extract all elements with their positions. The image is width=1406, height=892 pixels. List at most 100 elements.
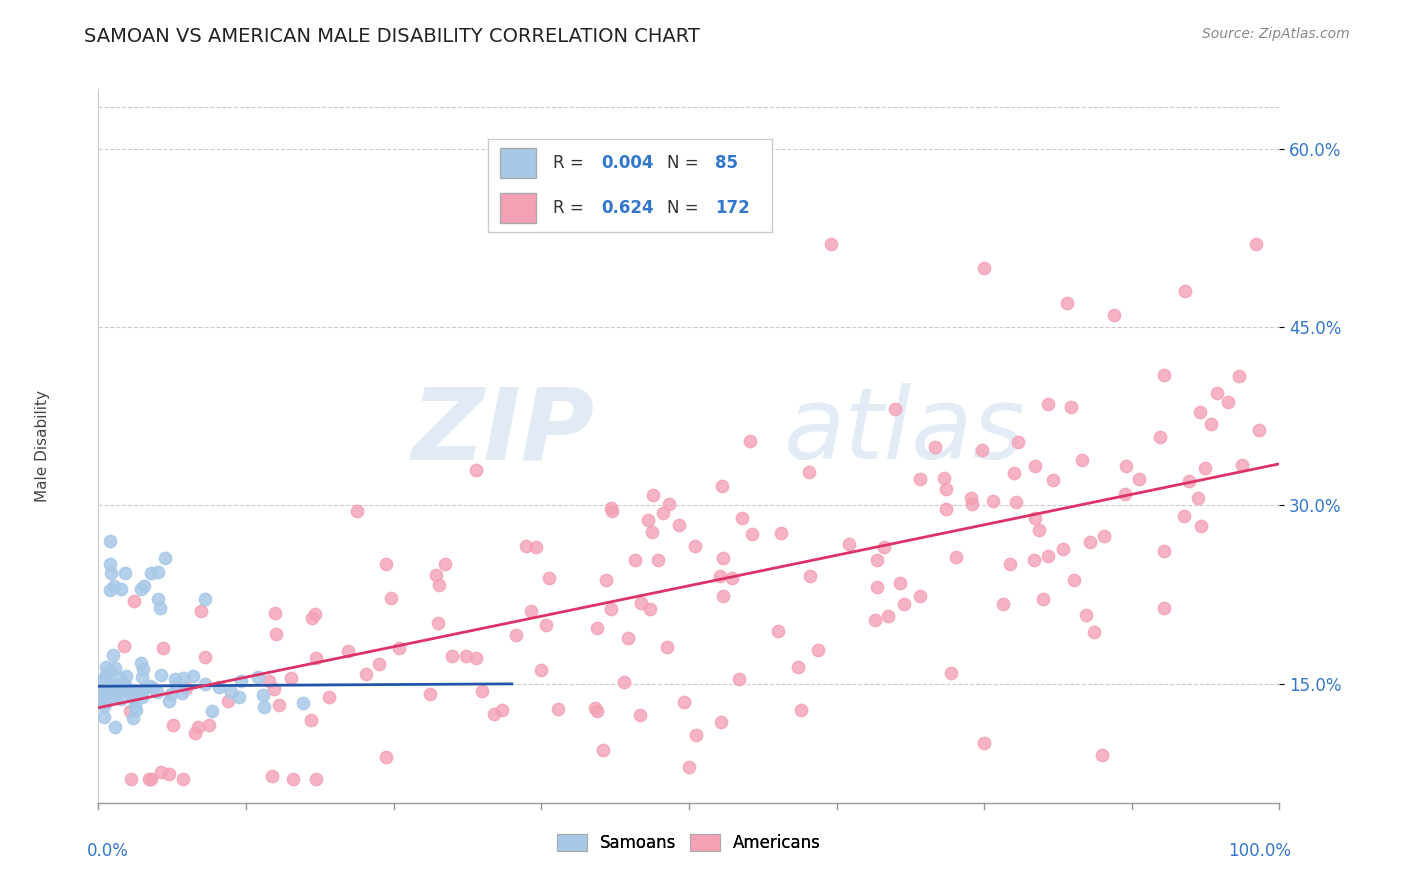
Point: [932, 470, 955, 484]
Point: [105, 683, 128, 698]
Point: [1032, 592, 1054, 607]
Point: [264, 627, 287, 641]
Legend: Samoans, Americans: Samoans, Americans: [550, 827, 828, 859]
Point: [174, 681, 197, 695]
Point: [1115, 459, 1137, 474]
Point: [267, 698, 290, 712]
Point: [93, 678, 115, 692]
Point: [807, 642, 830, 657]
Point: [524, 541, 547, 555]
Point: [908, 472, 931, 486]
Point: [471, 684, 494, 698]
Point: [1002, 466, 1025, 480]
Text: 0.0%: 0.0%: [87, 842, 128, 860]
Point: [114, 678, 136, 692]
Point: [1153, 601, 1175, 615]
Point: [711, 550, 734, 565]
Point: [170, 685, 193, 699]
Point: [1244, 236, 1267, 251]
Point: [1074, 608, 1097, 623]
Point: [114, 566, 136, 581]
Point: [893, 597, 915, 611]
Point: [799, 466, 821, 480]
Point: [124, 699, 146, 714]
Point: [1249, 423, 1271, 437]
Point: [94, 660, 117, 674]
Point: [115, 681, 138, 696]
Point: [120, 704, 142, 718]
Point: [94, 666, 117, 681]
Point: [98, 664, 121, 678]
Point: [253, 699, 276, 714]
Point: [142, 681, 165, 696]
Point: [668, 518, 690, 533]
Point: [1194, 461, 1216, 475]
Point: [505, 628, 527, 642]
Point: [741, 527, 763, 541]
Point: [93, 710, 115, 724]
Point: [98, 557, 121, 571]
Point: [187, 720, 209, 734]
Point: [280, 671, 302, 685]
Point: [683, 539, 706, 553]
Point: [685, 728, 707, 742]
Point: [530, 663, 553, 677]
Point: [104, 720, 127, 734]
Point: [1187, 491, 1209, 506]
Point: [641, 488, 664, 502]
Point: [728, 672, 751, 686]
Point: [108, 671, 131, 685]
Point: [111, 681, 134, 696]
Point: [425, 568, 447, 582]
Point: [652, 506, 675, 520]
Point: [1042, 473, 1064, 487]
Text: atlas: atlas: [783, 384, 1025, 480]
Point: [98, 534, 121, 549]
Point: [515, 539, 537, 553]
Point: [1056, 296, 1078, 310]
Point: [740, 434, 762, 448]
Point: [592, 743, 614, 757]
Point: [790, 703, 813, 717]
Point: [122, 692, 145, 706]
Point: [1083, 625, 1105, 640]
Point: [125, 703, 148, 717]
Point: [93, 678, 115, 692]
Point: [201, 704, 224, 718]
Point: [96, 690, 118, 705]
Point: [229, 674, 252, 689]
Point: [337, 644, 360, 658]
Point: [163, 672, 186, 686]
Point: [1091, 748, 1114, 763]
Point: [1092, 529, 1115, 543]
Point: [146, 565, 169, 579]
Point: [120, 688, 142, 702]
Point: [441, 648, 464, 663]
Point: [318, 690, 340, 704]
Point: [547, 702, 569, 716]
Point: [583, 700, 606, 714]
Point: [1216, 395, 1239, 409]
Point: [924, 440, 946, 454]
Point: [464, 463, 486, 477]
Point: [108, 679, 131, 693]
Point: [482, 706, 505, 721]
Point: [1036, 549, 1059, 563]
Point: [1232, 458, 1254, 472]
Point: [131, 662, 153, 676]
Point: [1028, 524, 1050, 538]
Point: [194, 677, 217, 691]
Point: [172, 772, 194, 786]
Point: [1174, 285, 1197, 299]
Point: [228, 690, 250, 704]
Point: [93, 672, 115, 686]
Point: [536, 618, 558, 632]
Point: [131, 656, 153, 670]
Point: [93, 698, 115, 713]
Point: [374, 557, 396, 571]
Point: [673, 696, 696, 710]
Point: [246, 670, 269, 684]
Text: ZIP: ZIP: [412, 384, 595, 480]
Point: [103, 579, 125, 593]
Point: [301, 611, 323, 625]
